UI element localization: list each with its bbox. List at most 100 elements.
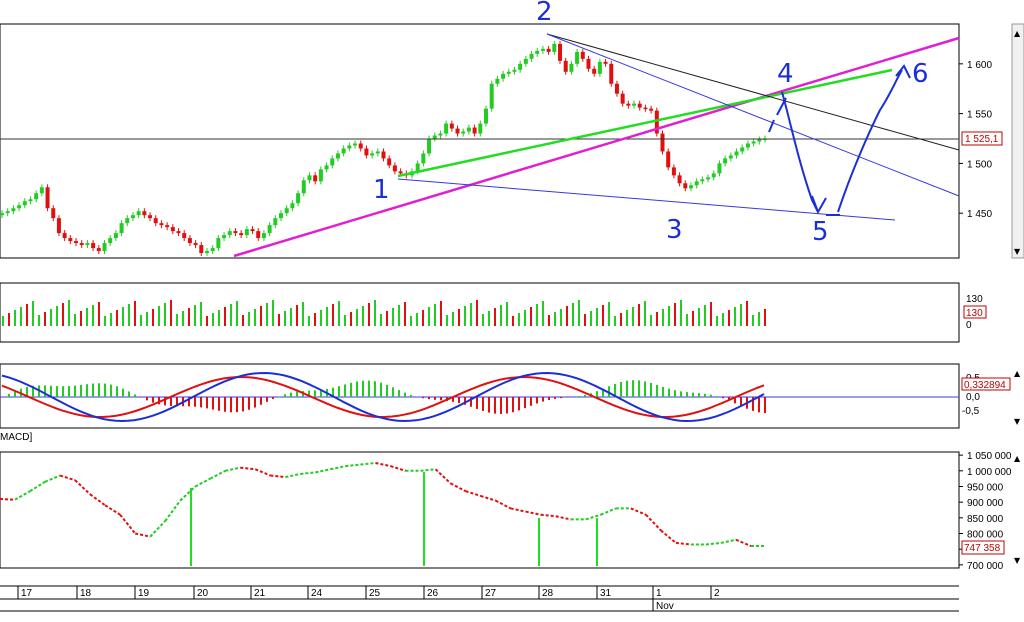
macd-bar [146,397,148,401]
volume-bar [704,305,706,326]
macd-bar [530,397,532,406]
candle-body [176,231,181,234]
osc-segment [390,465,406,472]
candle-body [449,123,454,129]
volume-bar [650,315,652,326]
volume-bar [734,307,736,326]
scroll-down-icon[interactable]: ▼ [1014,247,1021,256]
candle-body [307,175,312,181]
volume-bar [626,310,628,326]
time-tick-label: 17 [21,588,33,599]
volume-bar [632,307,634,326]
last-price-label: 1 525,1 [965,134,999,145]
macd-scroll-down-icon[interactable]: ▼ [1014,417,1021,426]
macd-bar [644,381,646,397]
candle-body [671,167,676,176]
macd-bar [614,383,616,397]
macd-bar [164,397,166,406]
price-scrollbar[interactable] [1011,23,1024,259]
candle-body [683,183,688,189]
osc-tick-label: 800 000 [967,530,1004,541]
volume-bar [356,309,358,326]
macd-bar [596,391,598,397]
price-tick-label: 1 450 [967,209,992,220]
oscillator-panel: 1 050 000 1 000 000 950 000 900 000 850 000 8… [0,451,1021,572]
volume-bar [212,313,214,326]
candle-body [330,158,335,166]
macd-bar [422,397,424,399]
macd-bar [716,396,718,397]
candle-body [592,68,597,74]
candle-body [654,110,659,134]
osc-segment [525,510,541,516]
volume-tick-130: 130 [966,294,983,305]
candle-body [700,179,705,182]
candle-body [370,153,375,156]
macd-bar [368,380,370,397]
candle-body [740,147,745,152]
volume-bar [14,310,16,326]
volume-bar [398,305,400,326]
candle-body [227,231,232,236]
volume-bar [536,304,538,326]
macd-value-box [961,377,1011,391]
volume-bar [122,307,124,326]
price-panel-frame [0,23,960,259]
macd-bar [260,397,262,405]
macd-scroll-up-icon[interactable]: ▲ [1014,369,1021,378]
candle-body [45,187,50,209]
macd-tick-zero: 0,0 [966,392,980,403]
candle-body [353,143,358,146]
macd-bar [464,397,466,405]
time-ticks: 17 18 19 20 21 24 25 26 27 28 31 1 2 [17,586,720,611]
volume-bar [602,305,604,326]
volume-bar [416,313,418,326]
volume-bar [578,300,580,326]
scroll-up-icon[interactable]: ▲ [1014,29,1021,38]
volume-bar [716,316,718,326]
candle-body [130,215,135,219]
candle-body [432,135,437,139]
macd-bar [584,394,586,397]
volume-bar [338,301,340,326]
volume-bar [140,315,142,326]
blue-upper-trendline [546,33,960,197]
macd-bar [314,390,316,397]
macd-bar [350,382,352,397]
osc-tick-label: 700 000 [967,561,1004,572]
volume-bar [380,314,382,326]
candle-body [11,208,16,212]
osc-segment [74,479,91,496]
volume-bar [482,314,484,326]
candle-body [68,238,73,242]
volume-bar [110,313,112,326]
volume-bar [764,309,766,326]
osc-scroll-down-icon[interactable]: ▼ [1014,556,1021,565]
candle-body [119,223,124,234]
candle-body [250,229,255,232]
osc-segment [660,529,677,544]
volume-bar [452,312,454,326]
hand-arrow-down [781,91,827,215]
candle-body [159,223,164,226]
osc-tick-label: 850 000 [967,514,1004,525]
candle-body [711,173,716,178]
hand-arrow-up [837,64,911,213]
candle-body [495,78,500,84]
volume-bar [566,306,568,326]
volume-bar [662,309,664,326]
candle-body [745,143,750,148]
candle-body [489,83,494,109]
volume-bar [746,301,748,326]
osc-scroll-up-icon[interactable]: ▲ [1014,454,1021,463]
volume-bar [44,312,46,326]
green-trendline [397,68,893,178]
macd-bar [512,397,514,413]
candle-body [204,251,209,254]
osc-segment [510,507,526,513]
volume-bar [428,307,430,326]
volume-bar [134,301,136,326]
volume-bar [500,305,502,326]
osc-segment [240,466,256,471]
volume-bar [362,306,364,326]
